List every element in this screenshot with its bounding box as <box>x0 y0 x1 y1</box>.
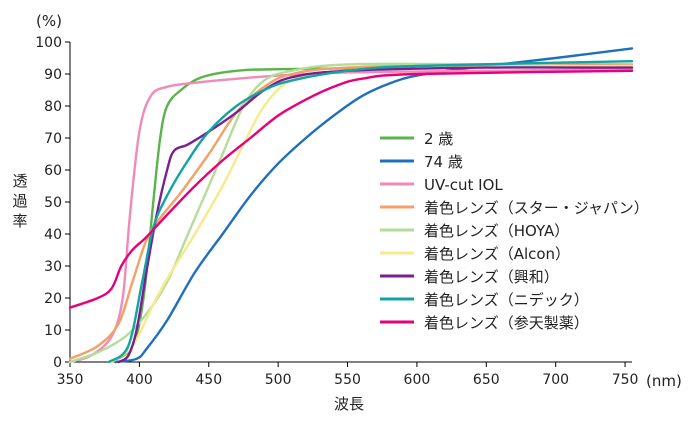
y-axis-unit: (%) <box>36 12 62 30</box>
x-axis-unit: (nm) <box>646 372 682 390</box>
y-tick-label: 30 <box>44 259 62 275</box>
series-line-9 <box>68 69 634 309</box>
y-tick-label: 0 <box>53 355 62 371</box>
y-ticks: 0 10 20 30 40 50 60 70 80 90 100 <box>35 35 70 371</box>
legend-label-9: 着色レンズ（参天製薬） <box>424 314 589 332</box>
y-axis-title-char: 率 <box>12 212 27 230</box>
legend-label-8: 着色レンズ（ニデック） <box>424 291 589 309</box>
legend-label-4: 着色レンズ（スター・ジャパン） <box>424 199 649 217</box>
legend-label-5: 着色レンズ（HOYA） <box>424 222 569 240</box>
series-layer <box>68 47 634 364</box>
y-tick-label: 60 <box>44 163 62 179</box>
x-axis-title: 波長 <box>334 395 364 413</box>
y-tick-label: 40 <box>44 227 62 243</box>
x-tick-label: 450 <box>195 372 222 388</box>
legend-label-6: 着色レンズ（Alcon） <box>424 245 570 263</box>
legend: 2 歳 74 歳 UV-cut IOL 着色レンズ（スター・ジャパン） 着色レンズ（HO… <box>380 130 649 332</box>
x-tick-label: 400 <box>126 372 153 388</box>
x-tick-label: 500 <box>265 372 292 388</box>
legend-label-1: 2 歳 <box>424 130 453 148</box>
legend-label-7: 着色レンズ（興和） <box>424 268 559 286</box>
y-tick-label: 70 <box>44 131 62 147</box>
y-tick-label: 80 <box>44 99 62 115</box>
x-tick-label: 700 <box>542 372 569 388</box>
y-tick-label: 90 <box>44 67 62 83</box>
y-tick-label: 10 <box>44 323 62 339</box>
y-tick-label: 50 <box>44 195 62 211</box>
x-tick-label: 650 <box>473 372 500 388</box>
legend-label-2: 74 歳 <box>424 153 463 171</box>
series-line-7 <box>117 66 634 364</box>
y-axis-title: 透過率 <box>12 172 27 230</box>
x-tick-label: 600 <box>404 372 431 388</box>
y-tick-label: 20 <box>44 291 62 307</box>
series-line-2 <box>114 47 634 364</box>
y-tick-label: 100 <box>35 35 62 51</box>
x-tick-label: 550 <box>334 372 361 388</box>
y-axis-title-char: 透 <box>12 172 27 190</box>
series-line-8 <box>107 60 634 364</box>
y-axis-title-char: 過 <box>12 192 27 210</box>
x-tick-label: 750 <box>612 372 639 388</box>
legend-label-3: UV-cut IOL <box>424 176 503 194</box>
x-tick-label: 350 <box>57 372 84 388</box>
x-ticks: 350 400 450 500 550 600 650 700 750 <box>57 362 639 388</box>
